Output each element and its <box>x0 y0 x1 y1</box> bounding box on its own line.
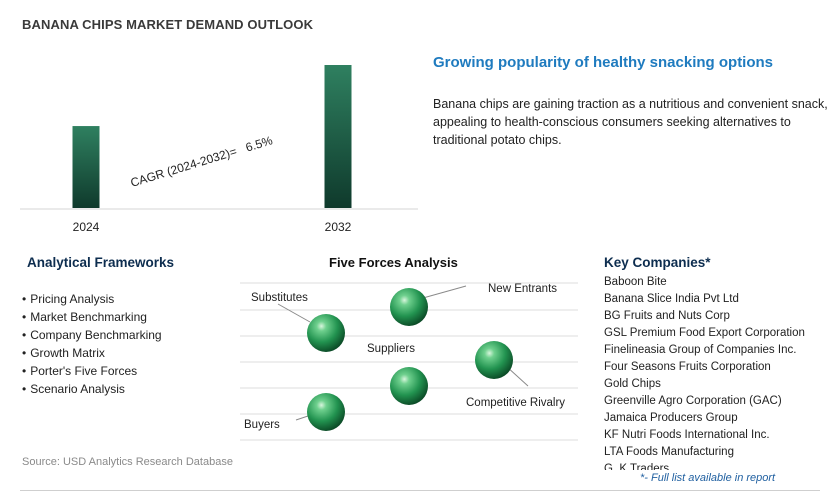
buyers-sphere <box>307 393 345 431</box>
companies-footnote: *- Full list available in report <box>640 472 776 484</box>
cagr-value: 6.5% <box>244 133 275 154</box>
company-item: Baboon Bite <box>604 276 667 288</box>
tick-label-2032: 2032 <box>325 220 352 234</box>
cagr-annotation: CAGR (2024-2032)=6.5% <box>129 133 275 190</box>
framework-item: Market Benchmarking <box>22 308 162 326</box>
buyers-label: Buyers <box>244 419 280 431</box>
company-item: Greenville Agro Corporation (GAC) <box>604 395 782 407</box>
five-forces-title: Five Forces Analysis <box>329 255 458 270</box>
five-forces-diagram: Substitutes New Entrants Suppliers Compe… <box>240 282 578 441</box>
bar-chart: 2024 2032 CAGR (2024-2032)=6.5% <box>20 65 418 234</box>
substitutes-sphere <box>307 314 345 352</box>
competitive-rivalry-sphere <box>475 341 513 379</box>
description: Banana chips are gaining traction as a n… <box>433 97 828 147</box>
bottom-divider <box>20 490 820 491</box>
company-item: KF Nutri Foods International Inc. <box>604 429 770 441</box>
company-item: Four Seasons Fruits Corporation <box>604 361 771 373</box>
company-item: LTA Foods Manufacturing <box>604 446 734 458</box>
substitutes-label: Substitutes <box>251 292 308 304</box>
company-item: Finelineasia Group of Companies Inc. <box>604 344 797 356</box>
company-item: G. K Traders <box>604 463 670 470</box>
frameworks-title: Analytical Frameworks <box>27 255 175 270</box>
bar-2032 <box>324 65 352 208</box>
frameworks-list: Pricing Analysis Market Benchmarking Com… <box>22 290 162 398</box>
page-title: BANANA CHIPS MARKET DEMAND OUTLOOK <box>22 17 314 32</box>
framework-item: Company Benchmarking <box>22 326 161 344</box>
framework-item: Porter's Five Forces <box>22 362 162 380</box>
companies-title: Key Companies* <box>604 255 711 270</box>
new-entrants-sphere <box>390 288 428 326</box>
company-item: Banana Slice India Pvt Ltd <box>604 293 739 305</box>
companies-list: Baboon Bite Banana Slice India Pvt Ltd B… <box>604 274 836 470</box>
source-note: Source: USD Analytics Research Database <box>22 456 233 468</box>
cagr-label: CAGR (2024-2032)= <box>129 144 239 190</box>
bar-2024 <box>72 126 100 208</box>
competitive-rivalry-label: Competitive Rivalry <box>466 397 565 409</box>
tick-label-2024: 2024 <box>73 220 100 234</box>
framework-item: Pricing Analysis <box>22 290 162 308</box>
framework-item: Scenario Analysis <box>22 380 162 398</box>
suppliers-label: Suppliers <box>367 343 415 355</box>
company-item: Jamaica Producers Group <box>604 412 738 424</box>
framework-item: Growth Matrix <box>22 344 162 362</box>
company-item: BG Fruits and Nuts Corp <box>604 310 730 322</box>
suppliers-sphere <box>390 367 428 405</box>
company-item: GSL Premium Food Export Corporation <box>604 327 805 339</box>
new-entrants-label: New Entrants <box>488 283 557 295</box>
headline: Growing popularity of healthy snacking o… <box>433 54 774 71</box>
company-item: Gold Chips <box>604 378 661 390</box>
